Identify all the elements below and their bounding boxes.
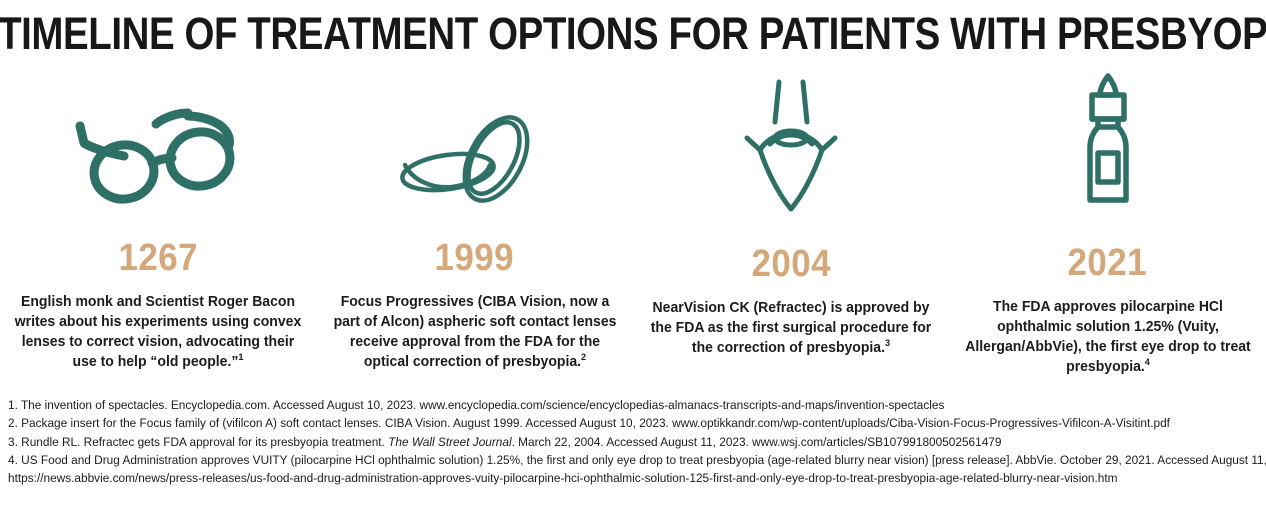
reference-3-part-b: . March 22, 2004. Accessed August 11, 20… — [511, 434, 1002, 449]
references-list: 1. The invention of spectacles. Encyclop… — [8, 396, 1266, 487]
reference-item-2: 2. Package insert for the Focus family o… — [8, 416, 1170, 431]
timeline-columns: 1267 English monk and Scientist Roger Ba… — [0, 72, 1266, 375]
reference-3-journal-title: The Wall Street Journal — [388, 434, 512, 449]
eye-laser-icon — [633, 72, 950, 222]
timeline-description-text: English monk and Scientist Roger Bacon w… — [14, 294, 302, 370]
page-title-container: A TIMELINE OF TREATMENT OPTIONS FOR PATI… — [0, 6, 1266, 62]
year-label: 1999 — [434, 237, 515, 279]
reference-item-3: 3. Rundle RL. Refractec gets FDA approva… — [8, 433, 1202, 451]
timeline-entry-1267: 1267 English monk and Scientist Roger Ba… — [0, 72, 317, 372]
eyeglasses-icon — [0, 72, 317, 216]
timeline-description: NearVision CK (Refractec) is approved by… — [647, 298, 935, 358]
eye-drop-bottle-icon — [950, 72, 1266, 221]
footnote-marker: 1 — [238, 352, 244, 364]
footnote-marker: 4 — [1144, 357, 1150, 369]
timeline-description-text: The FDA approves pilocarpine HCl ophthal… — [965, 299, 1251, 375]
timeline-entry-1999: 1999 Focus Progressives (CIBA Vision, no… — [317, 72, 634, 372]
reference-item-4: 4. US Food and Drug Administration appro… — [8, 452, 1266, 467]
year-label: 1267 — [118, 237, 199, 279]
page-title: A TIMELINE OF TREATMENT OPTIONS FOR PATI… — [0, 8, 1266, 59]
footnote-marker: 3 — [885, 338, 891, 350]
timeline-description-text: Focus Progressives (CIBA Vision, now a p… — [333, 294, 617, 370]
reference-item-4-url: https://news.abbvie.com/news/press-relea… — [8, 471, 1118, 486]
timeline-entry-2004: 2004 NearVision CK (Refractec) is approv… — [633, 72, 950, 372]
footnote-marker: 2 — [580, 352, 586, 364]
year-label: 2004 — [751, 243, 832, 285]
timeline-description: English monk and Scientist Roger Bacon w… — [14, 292, 302, 372]
timeline-description: Focus Progressives (CIBA Vision, now a p… — [331, 292, 619, 372]
timeline-description-text: NearVision CK (Refractec) is approved by… — [650, 300, 932, 356]
year-label: 2021 — [1067, 242, 1148, 284]
timeline-entry-2021: 2021 The FDA approves pilocarpine HCl op… — [950, 72, 1266, 375]
contact-lenses-icon — [317, 72, 634, 216]
reference-item-1: 1. The invention of spectacles. Encyclop… — [8, 398, 945, 412]
timeline-description: The FDA approves pilocarpine HCl ophthal… — [964, 297, 1252, 377]
reference-3-part-a: 3. Rundle RL. Refractec gets FDA approva… — [8, 434, 389, 449]
